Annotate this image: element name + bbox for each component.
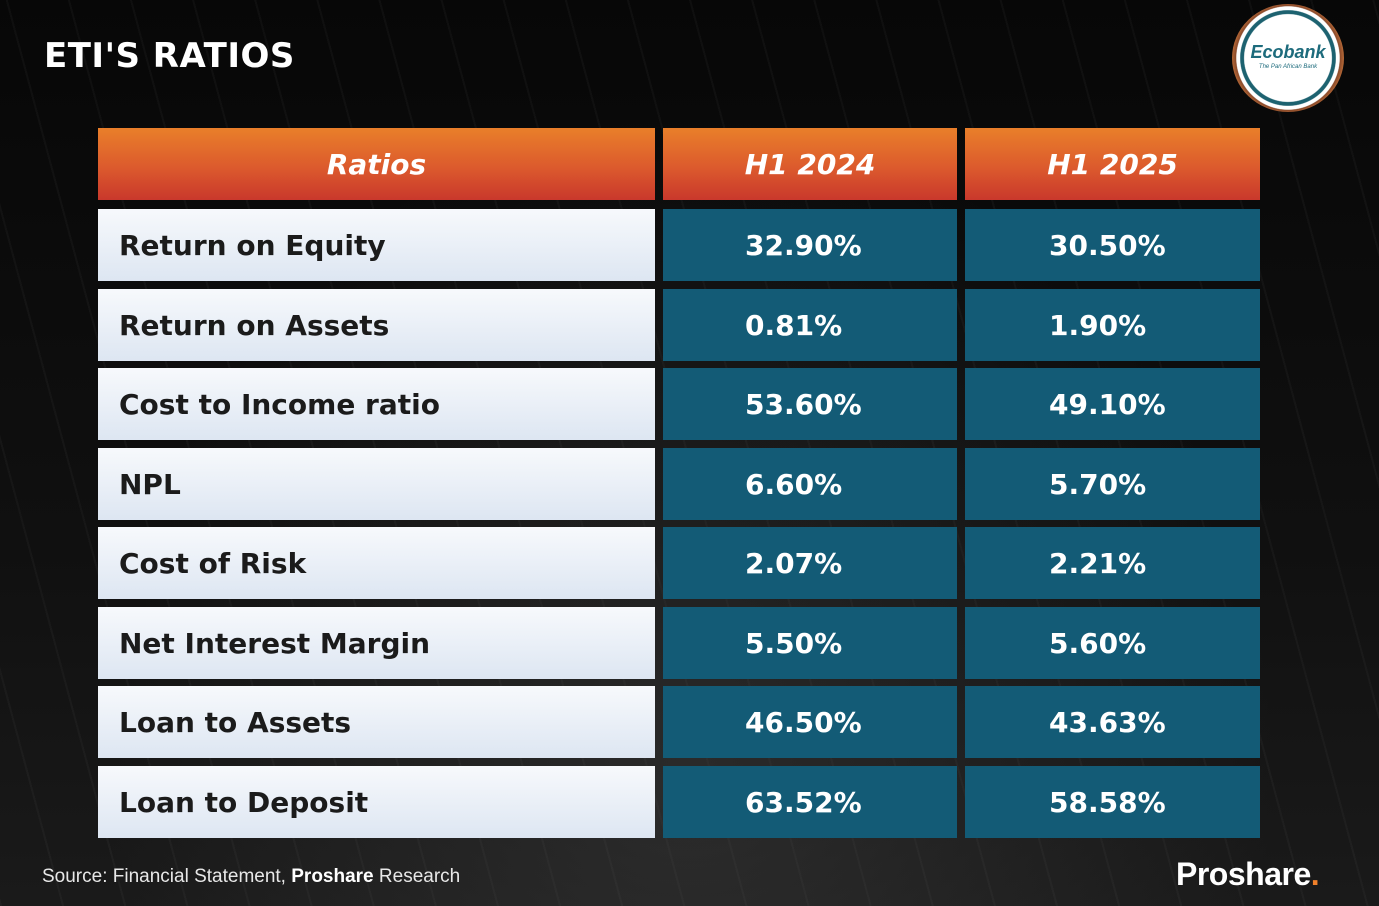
value-h1-2024: 63.52% xyxy=(663,766,957,838)
value-h1-2025: 1.90% xyxy=(965,289,1260,361)
header-h1-2024: H1 2024 xyxy=(663,128,957,200)
header-h1-2025: H1 2025 xyxy=(965,128,1260,200)
value-h1-2024: 0.81% xyxy=(663,289,957,361)
brand-name: Proshare xyxy=(1176,856,1311,892)
value-h1-2025: 43.63% xyxy=(965,686,1260,758)
header-ratios: Ratios xyxy=(98,128,655,200)
ratio-label: NPL xyxy=(98,448,655,520)
logo-tagline: The Pan African Bank xyxy=(1258,64,1318,70)
value-h1-2024: 6.60% xyxy=(663,448,957,520)
value-h1-2024: 5.50% xyxy=(663,607,957,679)
ratio-label: Loan to Deposit xyxy=(98,766,655,838)
ratio-label: Net Interest Margin xyxy=(98,607,655,679)
source-note: Source: Financial Statement, Proshare Re… xyxy=(42,866,460,888)
value-h1-2024: 53.60% xyxy=(663,368,957,440)
value-h1-2025: 49.10% xyxy=(965,368,1260,440)
source-suffix: Research xyxy=(373,866,461,887)
ratio-label: Return on Equity xyxy=(98,209,655,281)
ratio-label: Cost to Income ratio xyxy=(98,368,655,440)
value-h1-2024: 32.90% xyxy=(663,209,957,281)
value-h1-2025: 5.70% xyxy=(965,448,1260,520)
brand-dot: . xyxy=(1310,856,1320,892)
value-h1-2025: 58.58% xyxy=(965,766,1260,838)
value-h1-2025: 30.50% xyxy=(965,209,1260,281)
ratio-label: Cost of Risk xyxy=(98,527,655,599)
source-prefix: Source: Financial Statement, xyxy=(42,866,292,887)
value-h1-2024: 46.50% xyxy=(663,686,957,758)
ratio-label: Loan to Assets xyxy=(98,686,655,758)
value-h1-2025: 2.21% xyxy=(965,527,1260,599)
ratio-label: Return on Assets xyxy=(98,289,655,361)
value-h1-2024: 2.07% xyxy=(663,527,957,599)
page-title: ETI'S RATIOS xyxy=(44,36,295,76)
ecobank-logo: Ecobank The Pan African Bank xyxy=(1232,4,1344,112)
proshare-brand: Proshare. xyxy=(1176,856,1320,893)
source-brand: Proshare xyxy=(291,866,374,887)
logo-name: Ecobank xyxy=(1250,42,1326,62)
value-h1-2025: 5.60% xyxy=(965,607,1260,679)
